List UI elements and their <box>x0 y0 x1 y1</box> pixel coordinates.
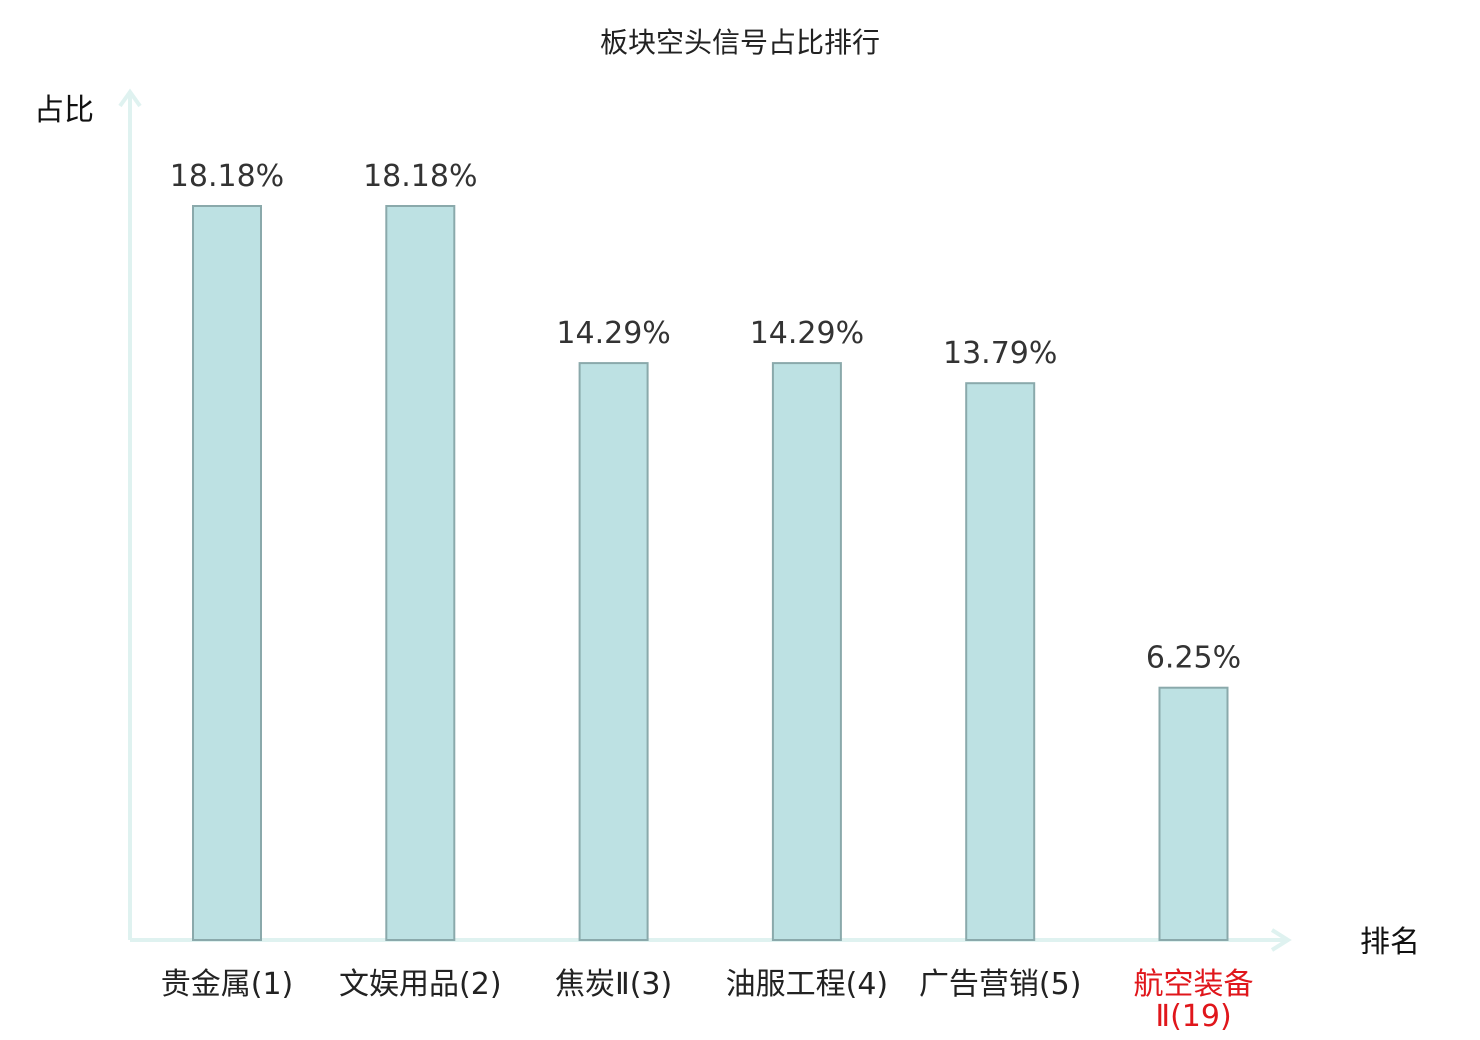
category-labels-group: 贵金属(1) 文娱用品(2) 焦炭Ⅱ(3) 油服工程(4) 广告营销(5) 航空装备 Ⅱ(1… <box>161 967 1254 1034</box>
bar-1 <box>192 205 262 941</box>
category-label-5: 广告营销(5) <box>919 967 1082 1002</box>
category-label-3: 焦炭Ⅱ(3) <box>555 967 672 1002</box>
bar-6 <box>1158 686 1229 942</box>
bar-3 <box>578 362 649 942</box>
value-label-5: 13.79% <box>943 336 1057 371</box>
bars-group <box>192 205 1229 942</box>
value-label-4: 14.29% <box>750 316 864 351</box>
value-label-6: 6.25% <box>1146 641 1241 676</box>
value-label-1: 18.18% <box>170 159 284 194</box>
y-axis-label: 占比 <box>34 93 94 128</box>
x-axis-arrow <box>1270 928 1292 952</box>
y-axis <box>118 88 142 940</box>
category-label-6: 航空装备 Ⅱ(19) <box>1134 967 1254 1034</box>
y-axis-arrow <box>118 88 142 108</box>
value-label-2: 18.18% <box>363 159 477 194</box>
category-label-2: 文娱用品(2) <box>339 967 502 1002</box>
bar-2 <box>385 205 456 941</box>
category-label-4: 油服工程(4) <box>726 967 889 1002</box>
x-axis-label: 排名 <box>1360 925 1420 960</box>
value-labels-group: 18.18% 18.18% 14.29% 14.29% 13.79% 6.25% <box>170 159 1241 676</box>
category-label-1: 贵金属(1) <box>161 967 294 1002</box>
bar-4 <box>771 362 842 942</box>
value-label-3: 14.29% <box>556 316 670 351</box>
chart-title: 板块空头信号占比排行 <box>600 26 880 59</box>
bar-5 <box>965 382 1036 941</box>
x-axis <box>130 928 1292 952</box>
